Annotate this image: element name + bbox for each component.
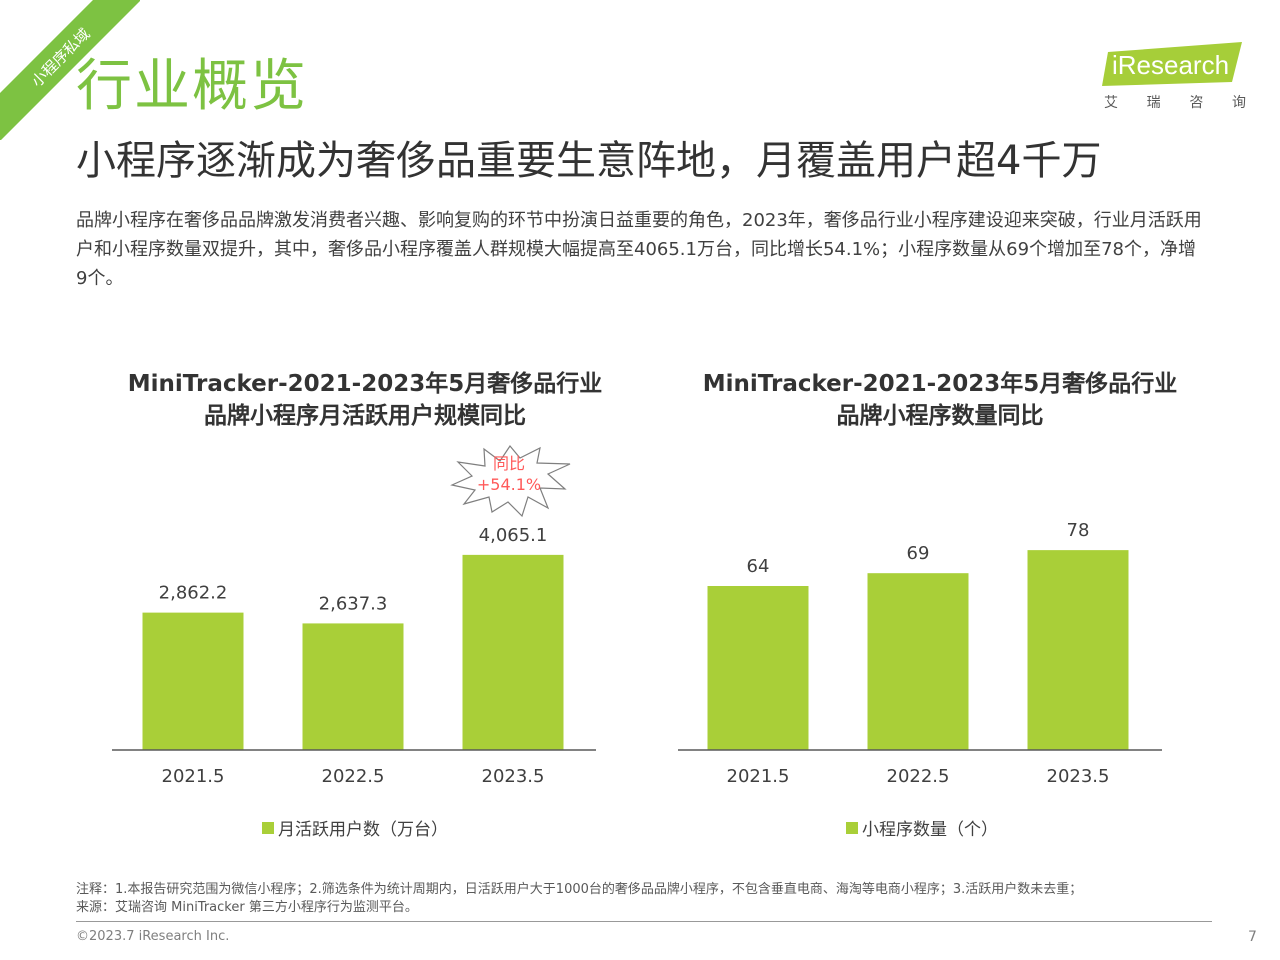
chart2-value-label: 78: [1067, 520, 1090, 541]
chart2-title-line2: 品牌小程序数量同比: [836, 403, 1044, 429]
chart2-bar: [867, 573, 969, 750]
burst-shape: [450, 444, 571, 518]
chart1-legend-label: 月活跃用户数（万台）: [278, 820, 448, 840]
chart1-bar: [142, 612, 244, 750]
chart1-bar: [462, 554, 564, 750]
chart2-bar: [707, 586, 809, 750]
chart1-value-label: 2,862.2: [159, 583, 228, 604]
chart1-category-label: 2022.5: [322, 766, 385, 787]
chart2-legend: 小程序数量（个）: [846, 815, 998, 840]
logo-cn-char: 咨: [1189, 95, 1204, 111]
legend-swatch: [846, 821, 858, 834]
footer-divider: [76, 921, 1212, 922]
chart1-value-label: 2,637.3: [319, 593, 388, 614]
chart2-legend-label: 小程序数量（个）: [862, 820, 998, 840]
chart2-plot: 64 2021.5 69 2022.5 78 2023.5: [678, 520, 1162, 787]
chart2-title-line1: MiniTracker-2021-2023年5月奢侈品行业: [702, 371, 1178, 397]
chart2-value-label: 64: [747, 556, 770, 577]
footnote-note: 注释：1.本报告研究范围为微信小程序；2.筛选条件为统计周期内，日活跃用户大于1…: [76, 882, 1083, 897]
headline: 小程序逐渐成为奢侈品重要生意阵地，月覆盖用户超4千万: [76, 138, 1102, 184]
chart2-value-label: 69: [907, 543, 930, 564]
chart2-category-label: 2022.5: [887, 766, 950, 787]
footnote-source: 来源：艾瑞咨询 MiniTracker 第三方小程序行为监测平台。: [76, 900, 418, 915]
chart1-bar: [302, 623, 404, 750]
logo-cn-char: 瑞: [1146, 95, 1161, 111]
chart1-category-label: 2021.5: [162, 766, 225, 787]
burst-line1: 同比: [493, 454, 525, 473]
legend-swatch: [262, 821, 274, 834]
copyright: ©2023.7 iResearch Inc.: [76, 929, 230, 944]
logo-text: iResearch: [1112, 50, 1230, 80]
section-title: 行业概览: [76, 54, 308, 119]
intro-paragraph: 品牌小程序在奢侈品品牌激发消费者兴趣、影响复购的环节中扮演日益重要的角色，202…: [76, 210, 1202, 289]
page-number: 7: [1248, 929, 1257, 945]
logo-cn-char: 询: [1231, 95, 1246, 111]
logo-cn-char: 艾: [1104, 95, 1118, 111]
chart2-bar: [1027, 550, 1129, 750]
growth-burst-annotation: 同比 +54.1%: [450, 444, 571, 518]
chart1-title: MiniTracker-2021-2023年5月奢侈品行业 品牌小程序月活跃用户…: [100, 368, 630, 432]
chart1-title-line1: MiniTracker-2021-2023年5月奢侈品行业: [127, 371, 603, 397]
logo-cn: 艾 瑞 咨 询: [1104, 92, 1246, 112]
chart2-category-label: 2023.5: [1047, 766, 1110, 787]
chart1-plot: 2,862.2 2021.5 2,637.3 2022.5 4,065.1 2023.5: [112, 525, 596, 787]
footnote: 注释：1.本报告研究范围为微信小程序；2.筛选条件为统计周期内，日活跃用户大于1…: [76, 881, 1082, 917]
logo-shape: [1102, 42, 1242, 86]
chart1-category-label: 2023.5: [482, 766, 545, 787]
chart2-category-label: 2021.5: [727, 766, 790, 787]
chart2-title: MiniTracker-2021-2023年5月奢侈品行业 品牌小程序数量同比: [680, 368, 1200, 432]
chart1-title-line2: 品牌小程序月活跃用户规模同比: [204, 403, 526, 429]
iresearch-logo: iResearch 艾 瑞 咨 询: [1098, 42, 1248, 117]
chart1-value-label: 4,065.1: [479, 525, 548, 546]
burst-line2: +54.1%: [477, 475, 541, 494]
chart1-legend: 月活跃用户数（万台）: [262, 815, 448, 840]
